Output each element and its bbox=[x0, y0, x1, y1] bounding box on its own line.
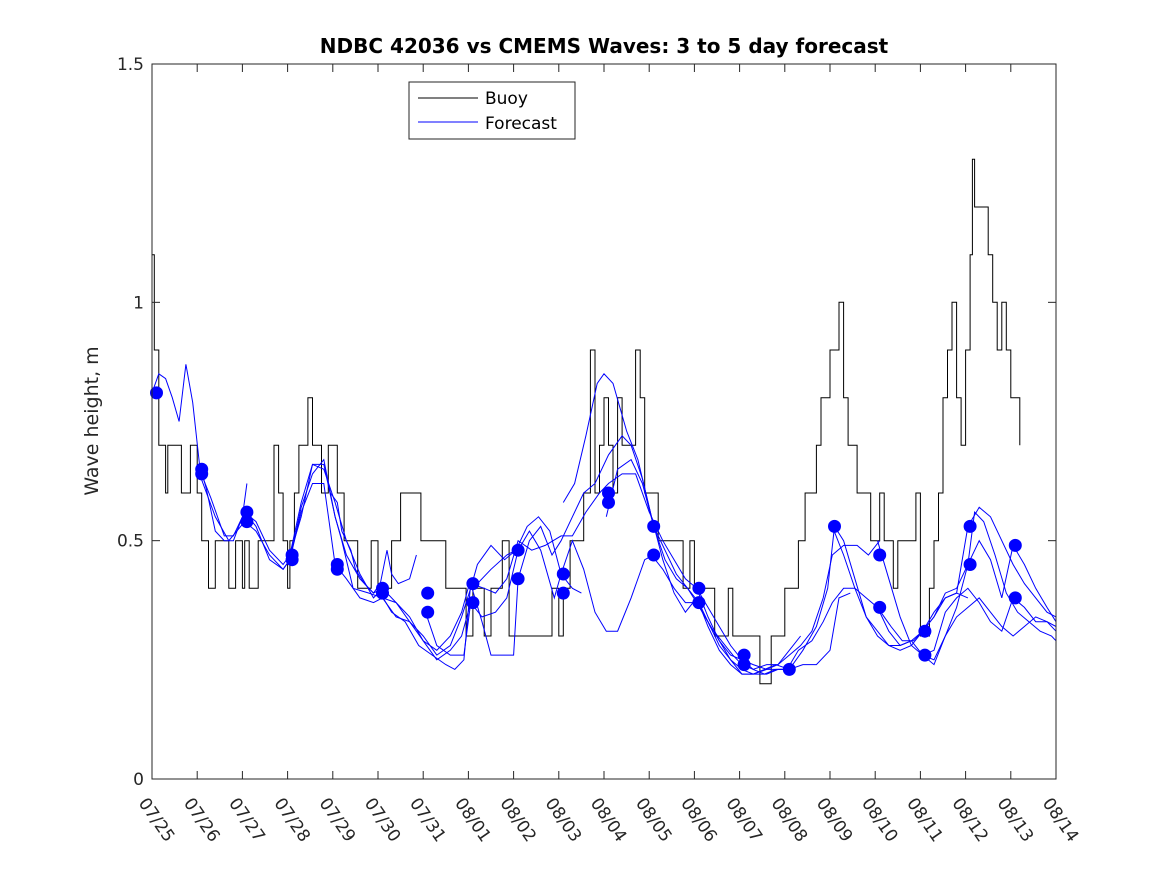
forecast-marker-26 bbox=[737, 658, 751, 672]
x-tick-label-9: 08/03 bbox=[541, 794, 585, 846]
chart-title: NDBC 42036 vs CMEMS Waves: 3 to 5 day fo… bbox=[320, 34, 889, 58]
forecast-marker-10 bbox=[376, 586, 389, 600]
forecast-marker-12 bbox=[421, 605, 435, 619]
x-tick-label-2: 07/27 bbox=[224, 794, 268, 846]
forecast-marker-17 bbox=[556, 567, 570, 581]
forecast-marker-33 bbox=[963, 519, 977, 533]
series-line-forecast-13 bbox=[696, 510, 1057, 675]
x-tick-label-8: 08/02 bbox=[496, 794, 540, 846]
forecast-marker-2 bbox=[195, 467, 209, 481]
forecast-marker-20 bbox=[602, 496, 615, 509]
forecast-marker-27 bbox=[782, 662, 796, 676]
forecast-marker-36 bbox=[1008, 591, 1022, 605]
forecast-marker-13 bbox=[466, 577, 480, 591]
y-tick-label-2: 1 bbox=[133, 293, 144, 313]
x-tick-label-3: 07/28 bbox=[270, 794, 314, 846]
marker-layer bbox=[150, 386, 1022, 676]
forecast-marker-29 bbox=[873, 548, 887, 562]
forecast-marker-34 bbox=[963, 558, 977, 571]
y-tick-label-1: 0.5 bbox=[117, 532, 144, 552]
series-line-forecast-1 bbox=[151, 364, 248, 542]
forecast-marker-35 bbox=[1008, 538, 1022, 552]
forecast-marker-15 bbox=[511, 543, 525, 557]
x-tick-label-5: 07/30 bbox=[360, 794, 404, 846]
y-tick-label-3: 1.5 bbox=[117, 55, 144, 75]
series-line-forecast-12 bbox=[651, 524, 969, 675]
x-tick-label-4: 07/29 bbox=[315, 794, 359, 846]
forecast-marker-11 bbox=[421, 586, 435, 600]
x-tick-label-0: 07/25 bbox=[134, 794, 178, 846]
series-line-forecast-14 bbox=[831, 506, 1057, 651]
x-tick-label-12: 08/06 bbox=[676, 794, 720, 846]
legend-entry-buoy: Buoy bbox=[485, 89, 528, 109]
x-tick-label-7: 08/01 bbox=[450, 794, 494, 846]
x-tick-label-19: 08/13 bbox=[993, 794, 1037, 846]
x-tick-label-17: 08/11 bbox=[902, 794, 946, 846]
x-tick-label-20: 08/14 bbox=[1038, 794, 1082, 846]
forecast-marker-18 bbox=[556, 586, 570, 600]
y-ticks: 0 0.5 1 1.5 bbox=[117, 55, 1056, 790]
forecast-marker-0 bbox=[150, 386, 163, 400]
y-axis-label: Wave height, m bbox=[81, 346, 103, 495]
series-line-forecast-8 bbox=[425, 530, 654, 656]
legend: Buoy Forecast bbox=[408, 81, 576, 140]
forecast-marker-24 bbox=[692, 596, 706, 610]
series-line-forecast-7 bbox=[379, 473, 788, 675]
x-tick-label-13: 08/07 bbox=[722, 794, 766, 846]
x-tick-label-16: 08/10 bbox=[857, 794, 901, 846]
forecast-marker-21 bbox=[647, 519, 661, 533]
legend-box bbox=[408, 81, 576, 140]
forecast-marker-32 bbox=[918, 648, 932, 662]
forecast-marker-8 bbox=[330, 562, 344, 576]
x-tick-label-11: 08/05 bbox=[631, 794, 675, 846]
forecast-marker-23 bbox=[692, 581, 706, 595]
x-tick-label-15: 08/09 bbox=[812, 794, 856, 846]
x-tick-label-18: 08/12 bbox=[948, 794, 992, 846]
forecast-marker-4 bbox=[240, 515, 254, 529]
forecast-marker-22 bbox=[647, 548, 661, 562]
x-tick-label-6: 07/31 bbox=[405, 794, 449, 846]
forecast-marker-31 bbox=[918, 624, 932, 638]
x-tick-label-10: 08/04 bbox=[586, 794, 630, 846]
legend-entry-forecast: Forecast bbox=[485, 114, 557, 134]
series-line-buoy bbox=[152, 158, 1021, 685]
x-tick-label-14: 08/08 bbox=[767, 794, 811, 846]
series-line-forecast-6 bbox=[330, 492, 417, 594]
forecast-marker-6 bbox=[285, 553, 299, 567]
series-line-forecast-15 bbox=[877, 587, 1057, 656]
forecast-marker-28 bbox=[828, 519, 841, 533]
forecast-marker-14 bbox=[466, 596, 480, 610]
forecast-marker-30 bbox=[873, 600, 887, 614]
x-tick-label-1: 07/26 bbox=[179, 794, 223, 846]
series-line-forecast-17 bbox=[922, 597, 1057, 666]
y-tick-label-0: 0 bbox=[133, 770, 144, 790]
forecast-marker-16 bbox=[511, 572, 525, 586]
